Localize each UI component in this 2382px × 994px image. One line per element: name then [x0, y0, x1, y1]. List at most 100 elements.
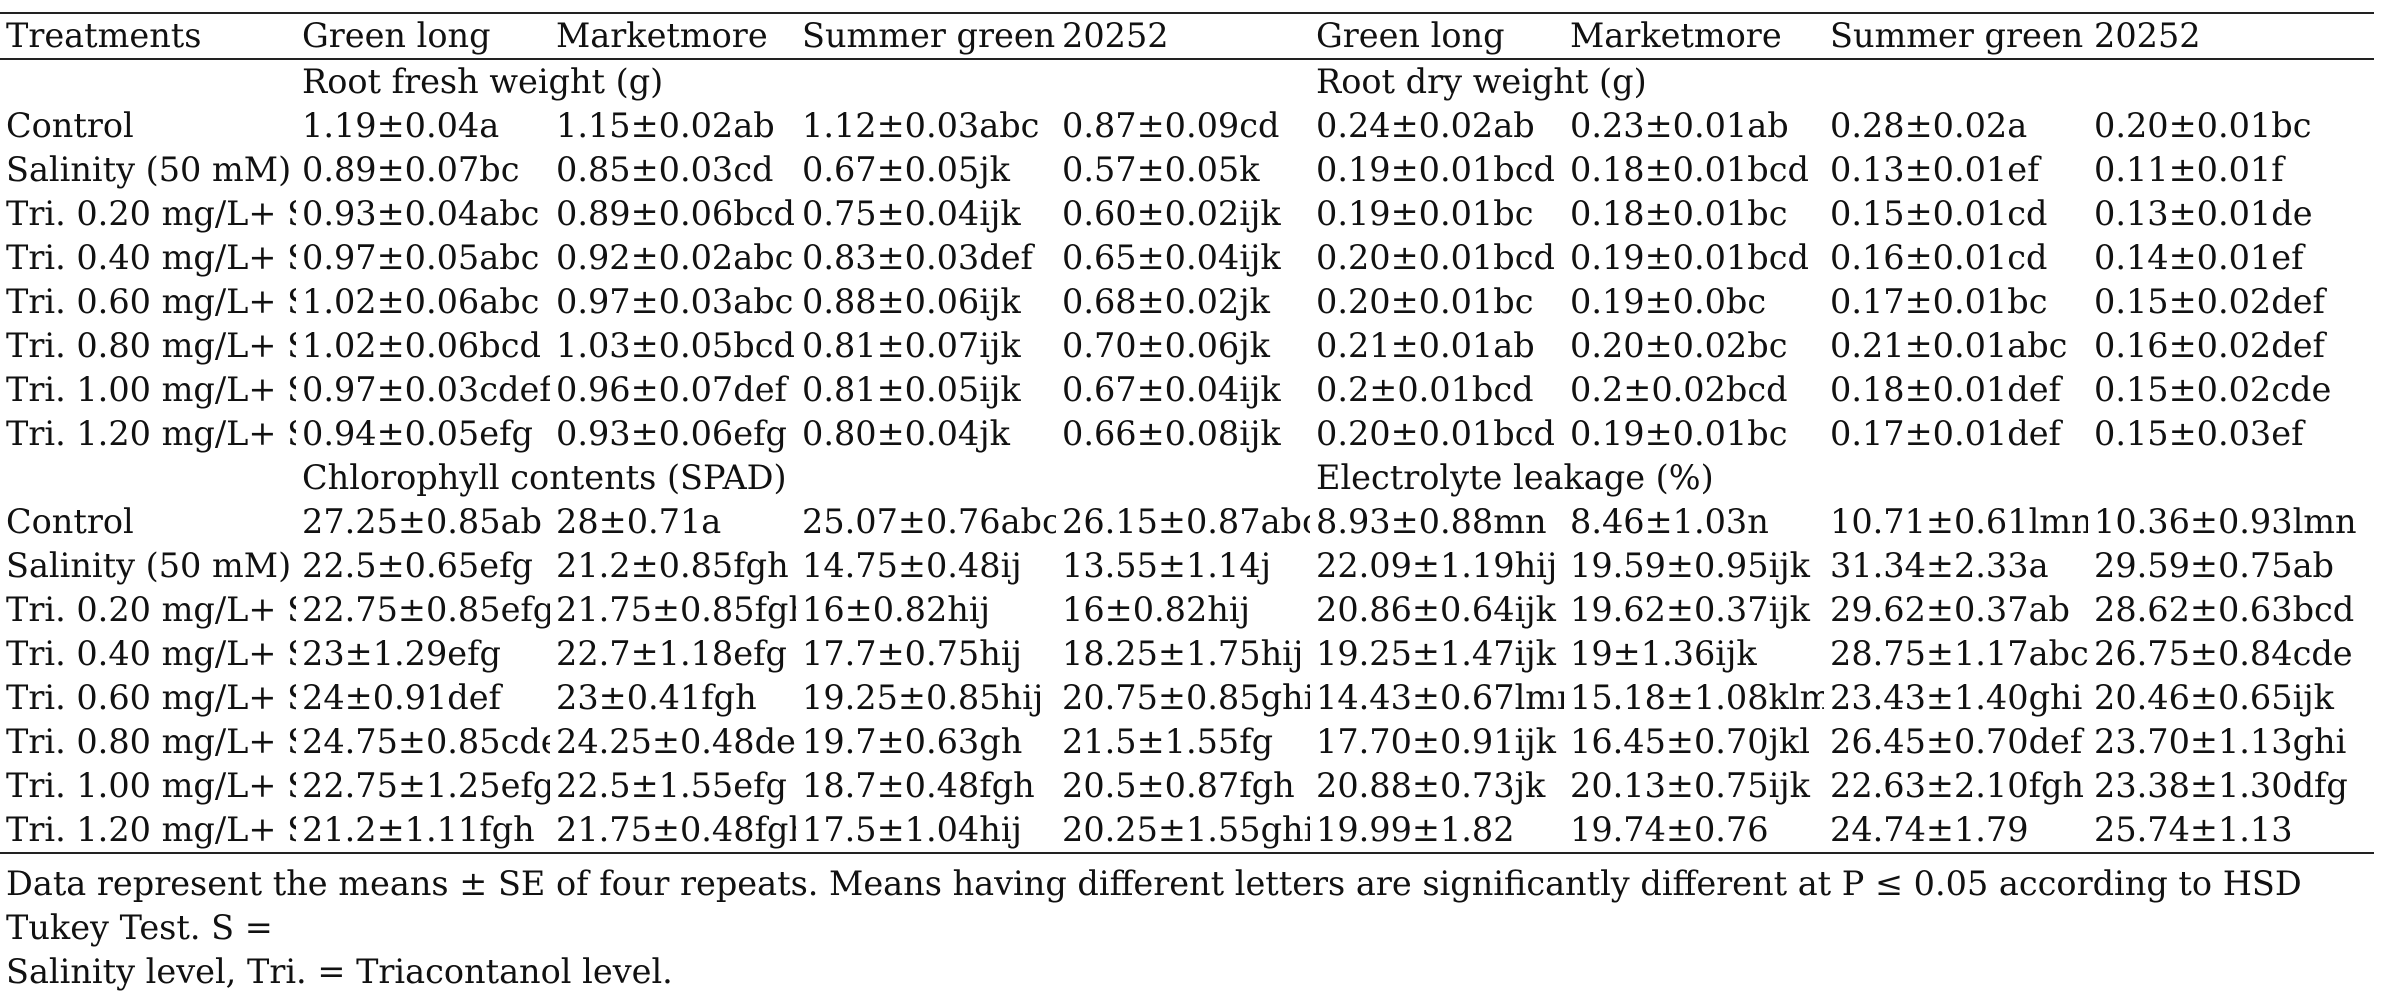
header-cell: Treatments — [0, 12, 296, 60]
value-cell: 0.16±0.01cd — [1830, 238, 2048, 277]
value-cell: 1.12±0.03abc — [802, 106, 1040, 145]
value-cell: 14.43±0.67lmn — [1316, 678, 1564, 717]
value-cell: 19.62±0.37ijk — [1570, 590, 1810, 629]
section-title-row: Chlorophyll contents (SPAD) Electrolyte l… — [0, 456, 2374, 500]
table-row: Tri. 1.00 mg/L+ S 0.97±0.03cdef 0.96±0.07d… — [0, 368, 2374, 412]
value-cell: 0.14±0.01ef — [2094, 238, 2304, 277]
value-cell: 0.81±0.07ijk — [802, 326, 1021, 365]
value-cell: 0.19±0.01bc — [1570, 414, 1788, 453]
header-cell: Marketmore — [1564, 12, 1824, 60]
value-cell: 0.75±0.04ijk — [802, 194, 1021, 233]
value-cell: 0.87±0.09cd — [1062, 106, 1280, 145]
value-cell: 27.25±0.85ab — [302, 502, 542, 541]
value-cell: 0.28±0.02a — [1830, 106, 2028, 145]
value-cell: 0.20±0.01bc — [1316, 282, 1534, 321]
value-cell: 20.25±1.55ghi — [1056, 808, 1310, 854]
header-cell: 20252 — [2088, 12, 2374, 60]
table-row: Tri. 1.20 mg/L+ S 21.2±1.11fgh 21.75±0.48f… — [0, 808, 2374, 854]
value-cell: 28.75±1.17abc — [1830, 634, 2088, 673]
value-cell: 0.20±0.01bcd — [1316, 414, 1555, 453]
document: Treatments Green long Marketmore Summer … — [0, 12, 2374, 991]
treatment-cell: Salinity (50 mM) — [6, 546, 292, 585]
value-cell: 15.18±1.08klm — [1570, 678, 1824, 717]
value-cell: 21.75±0.85fgh — [556, 590, 796, 629]
value-cell: 23.38±1.30dfg — [2094, 766, 2348, 805]
table-row: Tri. 0.80 mg/L+ S 1.02±0.06bcd 1.03±0.05bc… — [0, 324, 2374, 368]
table-header: Treatments Green long Marketmore Summer … — [0, 12, 2374, 60]
value-cell: 0.94±0.05efg — [302, 414, 533, 453]
value-cell: 8.93±0.88mn — [1316, 502, 1547, 541]
value-cell: 0.89±0.07bc — [302, 150, 520, 189]
value-cell: 20.75±0.85ghi — [1062, 678, 1310, 717]
header-cell: Green long — [296, 12, 550, 60]
value-cell: 0.57±0.05k — [1062, 150, 1260, 189]
value-cell: 24.75±0.85cde — [302, 722, 550, 761]
value-cell: 24.25±0.48def — [556, 722, 796, 761]
value-cell: 0.20±0.01bcd — [1316, 238, 1555, 277]
section-title-right: Root dry weight (g) — [1316, 62, 1647, 101]
value-cell: 0.13±0.01ef — [1830, 150, 2040, 189]
section-title-left: Root fresh weight (g) — [302, 62, 664, 101]
treatment-cell: Control — [6, 106, 134, 145]
value-cell: 25.07±0.76abc — [802, 502, 1056, 541]
value-cell: 0.89±0.06bcd — [556, 194, 795, 233]
value-cell: 0.70±0.06jk — [1062, 326, 1270, 365]
value-cell: 25.74±1.13 — [2088, 808, 2374, 854]
treatment-cell: Control — [6, 502, 134, 541]
value-cell: 0.18±0.01def — [1830, 370, 2061, 409]
value-cell: 20.46±0.65ijk — [2094, 678, 2334, 717]
footnote-line: Salinity level, Tri. = Triacontanol leve… — [6, 952, 673, 991]
value-cell: 22.09±1.19hij — [1316, 546, 1558, 585]
value-cell: 1.02±0.06bcd — [302, 326, 541, 365]
value-cell: 0.97±0.03cdef — [302, 370, 550, 409]
value-cell: 0.93±0.04abc — [302, 194, 540, 233]
value-cell: 26.45±0.70def — [1830, 722, 2083, 761]
value-cell: 22.75±0.85efg — [302, 590, 550, 629]
value-cell: 21.2±0.85fgh — [556, 546, 789, 585]
value-cell: 0.80±0.04jk — [802, 414, 1010, 453]
value-cell: 21.75±0.48fgh — [550, 808, 796, 854]
value-cell: 20.13±0.75ijk — [1570, 766, 1810, 805]
treatment-cell: Tri. 0.40 mg/L+ S — [6, 238, 296, 277]
treatment-cell: Salinity (50 mM) — [6, 150, 292, 189]
treatment-cell: Tri. 0.20 mg/L+ S — [6, 194, 296, 233]
value-cell: 21.2±1.11fgh — [296, 808, 550, 854]
table-row: Tri. 0.40 mg/L+ S 0.97±0.05abc 0.92±0.02ab… — [0, 236, 2374, 280]
treatment-cell: Tri. 0.20 mg/L+ S — [6, 590, 296, 629]
value-cell: 10.36±0.93lmn — [2094, 502, 2357, 541]
value-cell: 0.92±0.02abc — [556, 238, 794, 277]
value-cell: 0.60±0.02ijk — [1062, 194, 1281, 233]
value-cell: 8.46±1.03n — [1570, 502, 1769, 541]
value-cell: 29.59±0.75ab — [2094, 546, 2334, 585]
treatment-cell: Tri. 0.80 mg/L+ S — [6, 326, 296, 365]
value-cell: 22.5±0.65efg — [302, 546, 533, 585]
value-cell: 18.25±1.75hij — [1062, 634, 1304, 673]
value-cell: 16±0.82hij — [802, 590, 990, 629]
value-cell: 0.81±0.05ijk — [802, 370, 1021, 409]
value-cell: 0.19±0.0bc — [1570, 282, 1767, 321]
section-title-row: Root fresh weight (g) Root dry weight (g) — [0, 59, 2374, 104]
value-cell: 0.97±0.05abc — [302, 238, 540, 277]
treatment-cell: Tri. 1.00 mg/L+ S — [6, 370, 296, 409]
value-cell: 0.21±0.01ab — [1316, 326, 1535, 365]
footnote: Data represent the means ± SE of four re… — [6, 862, 2366, 994]
value-cell: 17.70±0.91ijk — [1316, 722, 1556, 761]
table-row: Tri. 1.00 mg/L+ S 22.75±1.25efg 22.5±1.55e… — [0, 764, 2374, 808]
value-cell: 1.03±0.05bcd — [556, 326, 795, 365]
table-row: Tri. 1.20 mg/L+ S 0.94±0.05efg 0.93±0.06ef… — [0, 412, 2374, 456]
value-cell: 0.2±0.02bcd — [1570, 370, 1788, 409]
value-cell: 0.97±0.03abc — [556, 282, 794, 321]
value-cell: 22.75±1.25efg — [302, 766, 550, 805]
value-cell: 19.25±1.47ijk — [1316, 634, 1556, 673]
value-cell: 24±0.91def — [302, 678, 501, 717]
value-cell: 0.2±0.01bcd — [1316, 370, 1534, 409]
table-row: Tri. 0.20 mg/L+ S 22.75±0.85efg 21.75±0.85… — [0, 588, 2374, 632]
treatment-cell: Tri. 1.00 mg/L+ S — [6, 766, 296, 805]
results-table: Treatments Green long Marketmore Summer … — [0, 12, 2374, 854]
value-cell: 24.74±1.79 — [1824, 808, 2088, 854]
value-cell: 19.7±0.63gh — [802, 722, 1023, 761]
header-cell: Green long — [1310, 12, 1564, 60]
table-row: Tri. 0.60 mg/L+ S 24±0.91def 23±0.41fgh 19.… — [0, 676, 2374, 720]
value-cell: 0.15±0.02def — [2094, 282, 2325, 321]
value-cell: 23.43±1.40ghi — [1830, 678, 2083, 717]
